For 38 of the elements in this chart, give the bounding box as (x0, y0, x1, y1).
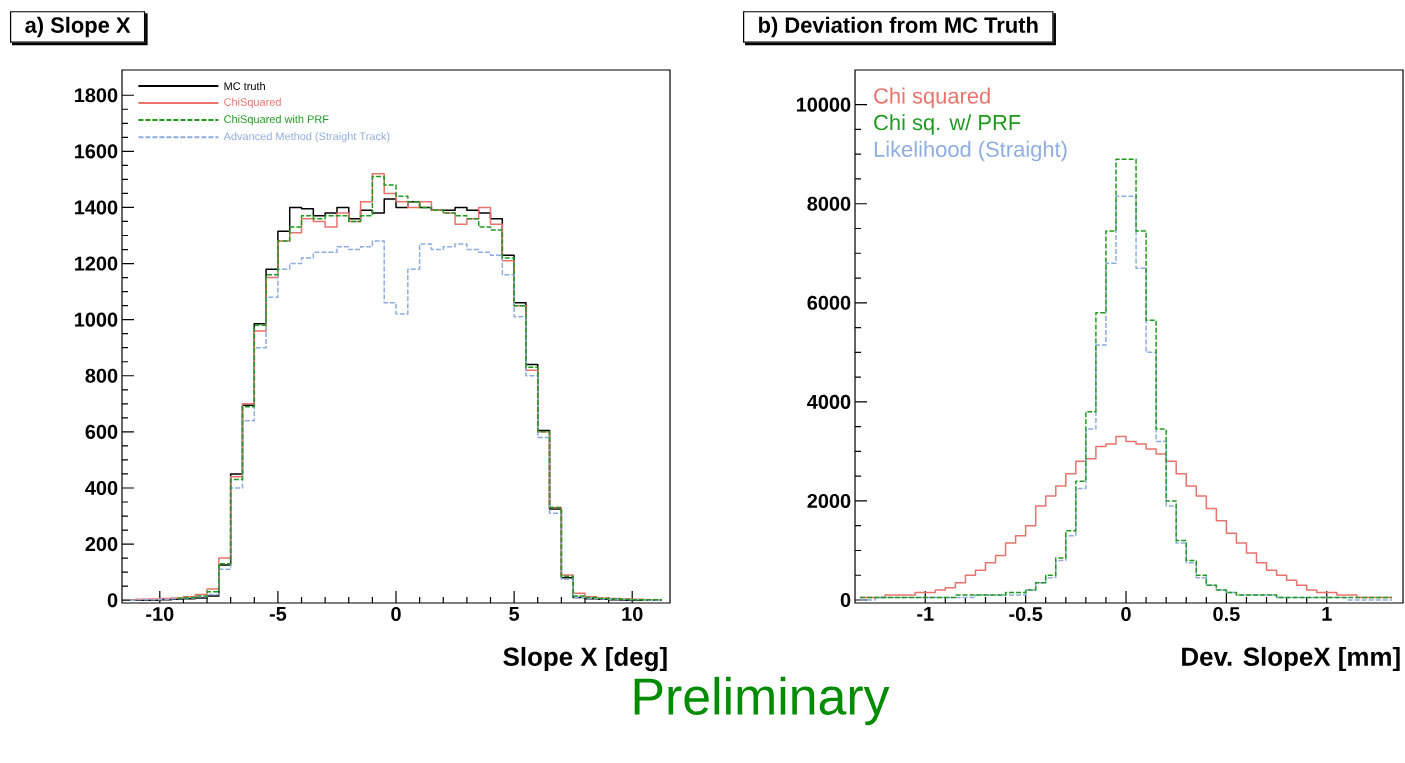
text: MC truth (224, 81, 265, 91)
y-tick-label: 10000 (796, 97, 851, 112)
y-tick-label: 800 (85, 368, 118, 383)
y-tick-label: 2000 (807, 493, 851, 508)
text: Likelihood (Straight) (874, 140, 1067, 162)
y-tick-label: 600 (85, 424, 118, 439)
x-tick-label: 0 (391, 606, 401, 622)
text: Chi sq. w/ PRF (874, 114, 1021, 135)
x-axis-title: Slope X [deg] (503, 646, 667, 672)
text: Chi squared (874, 87, 990, 108)
x-tick-label: -1 (917, 606, 934, 621)
chart-title: a) Slope X (25, 16, 131, 38)
x-tick-label: -10 (146, 606, 174, 622)
x-tick-label: 1 (1322, 606, 1332, 621)
text: Advanced Method (Straight Track) (223, 132, 390, 143)
x-tick-label: -5 (269, 606, 287, 621)
text: ChiSquared with PRF (224, 114, 329, 126)
y-tick-label: 200 (85, 537, 118, 552)
text: Preliminary (634, 676, 890, 726)
x-tick-label: 10 (622, 606, 643, 622)
x-tick-label: 5 (509, 606, 520, 621)
x-tick-label: 0 (1121, 606, 1131, 622)
y-tick-label: 1600 (75, 144, 118, 159)
y-tick-label: 0 (840, 592, 851, 608)
x-tick-label: -0.5 (1009, 606, 1043, 622)
chart-title: b) Deviation from MC Truth (759, 16, 1038, 38)
y-tick-label: 6000 (807, 295, 851, 310)
y-tick-label: 1000 (75, 312, 118, 327)
y-tick-label: 8000 (807, 196, 851, 211)
x-tick-label: 0.5 (1213, 606, 1240, 622)
y-tick-label: 400 (85, 480, 118, 496)
y-tick-label: 1800 (75, 88, 118, 103)
y-tick-label: 0 (107, 593, 118, 608)
y-tick-label: 4000 (807, 394, 851, 409)
y-tick-label: 1200 (75, 256, 118, 271)
x-axis-title: Dev. SlopeX [mm] (1182, 646, 1400, 672)
text: ChiSquared (224, 97, 281, 109)
y-tick-label: 1400 (75, 200, 118, 215)
